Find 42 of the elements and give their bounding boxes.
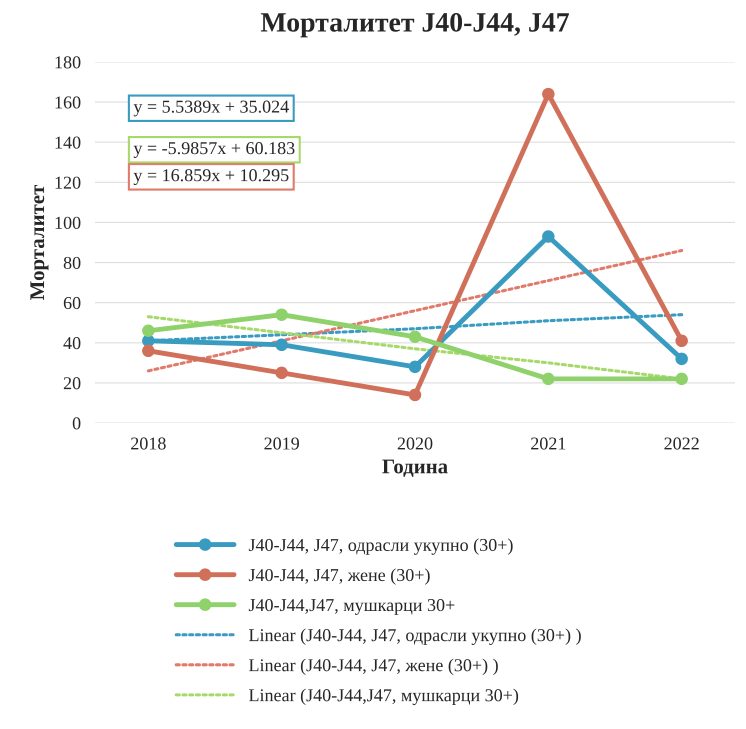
y-tick-label: 160 <box>56 96 80 109</box>
y-tick-label: 0 <box>72 417 80 430</box>
legend-label: Linear (J40-J44, J47, одрасли укупно (30+) ) <box>248 628 581 645</box>
legend-label: J40-J44, J47, одрасли укупно (30+) <box>248 538 513 555</box>
point <box>275 308 288 321</box>
point <box>408 360 422 374</box>
point <box>142 344 155 358</box>
y-tick-label: 60 <box>64 296 80 310</box>
chart-title: Морталитет J40-J44, J47 <box>260 12 569 38</box>
point <box>142 324 155 337</box>
x-tick-label: 2018 <box>131 437 166 450</box>
point <box>542 372 555 386</box>
y-tick-label: 40 <box>63 337 80 350</box>
y-tick-label: 80 <box>64 256 80 269</box>
y-tick-label: 180 <box>56 56 80 68</box>
point <box>408 330 422 344</box>
x-tick-label: 2021 <box>531 437 566 450</box>
x-axis-title: Година <box>382 460 448 477</box>
point <box>275 338 288 352</box>
legend-label: Linear (J40-J44, J47, жене (30+) ) <box>248 658 498 675</box>
x-tick-label: 2020 <box>398 437 432 450</box>
point <box>675 352 688 366</box>
point <box>408 388 422 402</box>
annotation: y = 16.859x + 10.295 <box>134 169 288 186</box>
y-tick-label: 100 <box>56 216 80 229</box>
legend-label: Linear (J40-J44,J47, мушкарци 30+) <box>248 688 518 706</box>
point <box>675 372 688 386</box>
legend-label: J40-J44,J47, мушкарци 30+ <box>248 598 454 615</box>
y-tick-label: 120 <box>56 176 80 189</box>
point <box>275 366 288 380</box>
point <box>542 230 555 243</box>
point <box>542 88 555 100</box>
annotation: y = -5.9857x + 60.183 <box>134 142 294 158</box>
legend-label: J40-J44, J47, жене (30+) <box>248 568 430 585</box>
y-tick-label: 140 <box>56 136 80 149</box>
x-tick-label: 2019 <box>264 437 299 450</box>
x-tick-label: 2022 <box>664 437 699 450</box>
y-tick-label: 20 <box>64 377 80 390</box>
y-axis-title: Морталитет <box>30 184 48 300</box>
annotation: y = 5.5389x + 35.024 <box>134 100 289 116</box>
point <box>675 334 688 348</box>
line-series <box>146 248 684 372</box>
